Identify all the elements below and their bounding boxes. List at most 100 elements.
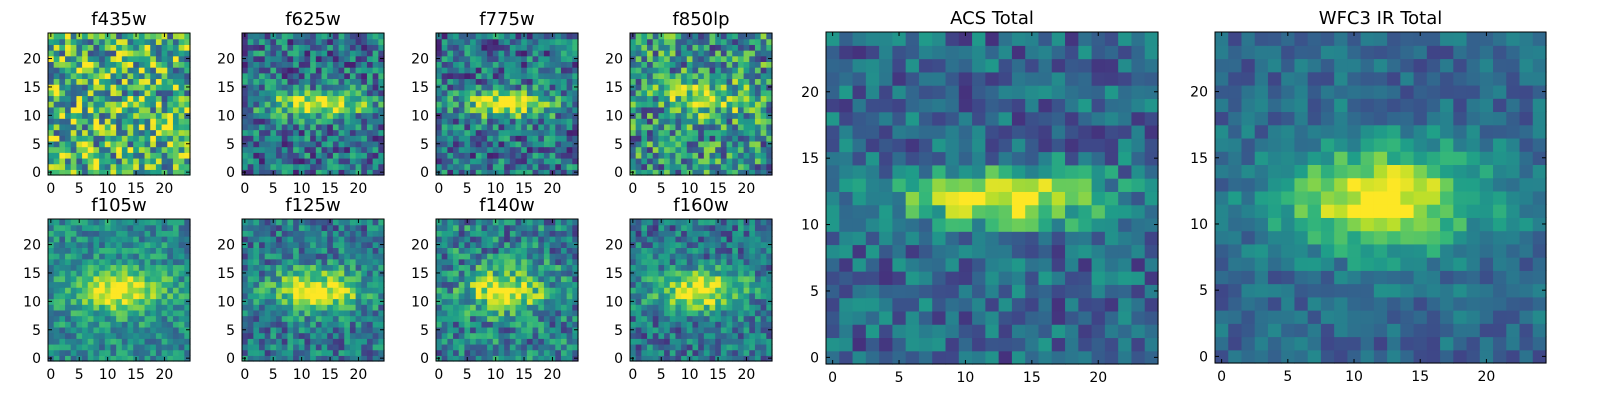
- heatmap-cell: [743, 123, 750, 131]
- heatmap-cell: [470, 332, 477, 339]
- heatmap-cell: [150, 219, 157, 226]
- heatmap-cell: [737, 275, 745, 283]
- heatmap-cell: [304, 55, 311, 62]
- heatmap-cell: [647, 118, 654, 125]
- heatmap-cell: [675, 44, 682, 51]
- heatmap-cell: [509, 135, 517, 142]
- heatmap-cell: [150, 326, 157, 334]
- heatmap-cell: [498, 157, 505, 165]
- heatmap-cell: [65, 157, 72, 165]
- heatmap-cell: [532, 270, 539, 277]
- heatmap-cell: [560, 44, 568, 51]
- heatmap-cell: [133, 135, 140, 142]
- heatmap-cell: [65, 253, 72, 260]
- x-tick-label: 15: [515, 181, 533, 197]
- heatmap-cell: [447, 315, 454, 322]
- heatmap-cell: [458, 253, 465, 260]
- heatmap-cell: [521, 146, 528, 153]
- heatmap-cell: [247, 332, 254, 339]
- heatmap-cell: [99, 123, 106, 131]
- heatmap-cell: [532, 321, 539, 328]
- heatmap-cell: [315, 112, 323, 119]
- heatmap-cell: [675, 106, 682, 114]
- heatmap-cell: [184, 309, 191, 317]
- heatmap-cell: [293, 343, 300, 351]
- heatmap-cell: [686, 287, 694, 294]
- heatmap-cell: [298, 292, 306, 300]
- heatmap-cell: [436, 118, 443, 125]
- heatmap-cell: [355, 253, 362, 260]
- heatmap-cell: [53, 258, 60, 266]
- heatmap-cell: [53, 281, 60, 288]
- heatmap-cell: [70, 157, 77, 165]
- heatmap-cell: [133, 67, 140, 74]
- heatmap-cell: [732, 78, 739, 85]
- heatmap-cell: [703, 349, 711, 356]
- heatmap-cell: [327, 118, 334, 125]
- heatmap-cell: [293, 106, 300, 114]
- heatmap-cell: [144, 67, 151, 74]
- heatmap-cell: [566, 38, 573, 45]
- heatmap-cell: [242, 135, 249, 142]
- heatmap-cell: [287, 292, 294, 300]
- heatmap-cell: [247, 84, 254, 91]
- heatmap-cell: [737, 112, 745, 119]
- heatmap-cell: [378, 281, 385, 288]
- heatmap-cell: [681, 146, 688, 153]
- heatmap-cell: [48, 61, 55, 68]
- heatmap-cell: [298, 55, 306, 62]
- heatmap-cell: [720, 146, 728, 153]
- heatmap-cell: [270, 89, 277, 97]
- heatmap-cell: [121, 152, 129, 159]
- heatmap-cell: [555, 304, 562, 311]
- heatmap-cell: [144, 163, 151, 170]
- heatmap-cell: [686, 101, 694, 108]
- heatmap-cell: [327, 55, 334, 62]
- heatmap-cell: [726, 67, 733, 74]
- heatmap-cell: [647, 112, 654, 119]
- heatmap-cell: [709, 321, 716, 328]
- heatmap-cell: [447, 247, 454, 254]
- heatmap-cell: [498, 33, 505, 40]
- heatmap-cell: [338, 275, 345, 283]
- heatmap-cell: [116, 50, 123, 57]
- heatmap-cell: [264, 355, 271, 362]
- heatmap-cell: [93, 38, 100, 45]
- heatmap-cell: [470, 38, 477, 45]
- heatmap-cell: [538, 309, 545, 317]
- heatmap-cell: [709, 146, 716, 153]
- heatmap-cell: [310, 163, 317, 170]
- heatmap-cell: [538, 326, 545, 334]
- heatmap-cell: [264, 349, 271, 356]
- heatmap-cell: [372, 264, 379, 271]
- heatmap-cell: [669, 152, 677, 159]
- heatmap-cell: [121, 332, 129, 339]
- heatmap-cell: [709, 270, 716, 277]
- heatmap-cell: [464, 163, 471, 170]
- heatmap-cell: [304, 309, 311, 317]
- heatmap-cell: [447, 118, 454, 125]
- y-tick-label: 15: [217, 80, 235, 96]
- heatmap-cell: [366, 219, 374, 226]
- heatmap-cell: [743, 281, 750, 288]
- heatmap-cell: [259, 135, 266, 142]
- heatmap-cell: [366, 236, 374, 243]
- heatmap-cell: [378, 264, 385, 271]
- heatmap-cell: [754, 275, 762, 283]
- heatmap-cell: [509, 258, 517, 266]
- heatmap-cell: [560, 355, 568, 362]
- heatmap-cell: [172, 106, 180, 114]
- heatmap-cell: [572, 33, 579, 40]
- heatmap-cell: [298, 230, 306, 237]
- heatmap-cell: [110, 78, 117, 85]
- heatmap-cell: [447, 292, 454, 300]
- heatmap-cell: [127, 332, 134, 339]
- heatmap-cell: [150, 50, 157, 57]
- heatmap-cell: [104, 281, 112, 288]
- heatmap-cell: [321, 169, 328, 176]
- heatmap-cell: [726, 135, 733, 142]
- heatmap-cell: [532, 264, 539, 271]
- heatmap-cell: [70, 44, 77, 51]
- heatmap-cell: [686, 50, 694, 57]
- heatmap-cell: [87, 129, 95, 136]
